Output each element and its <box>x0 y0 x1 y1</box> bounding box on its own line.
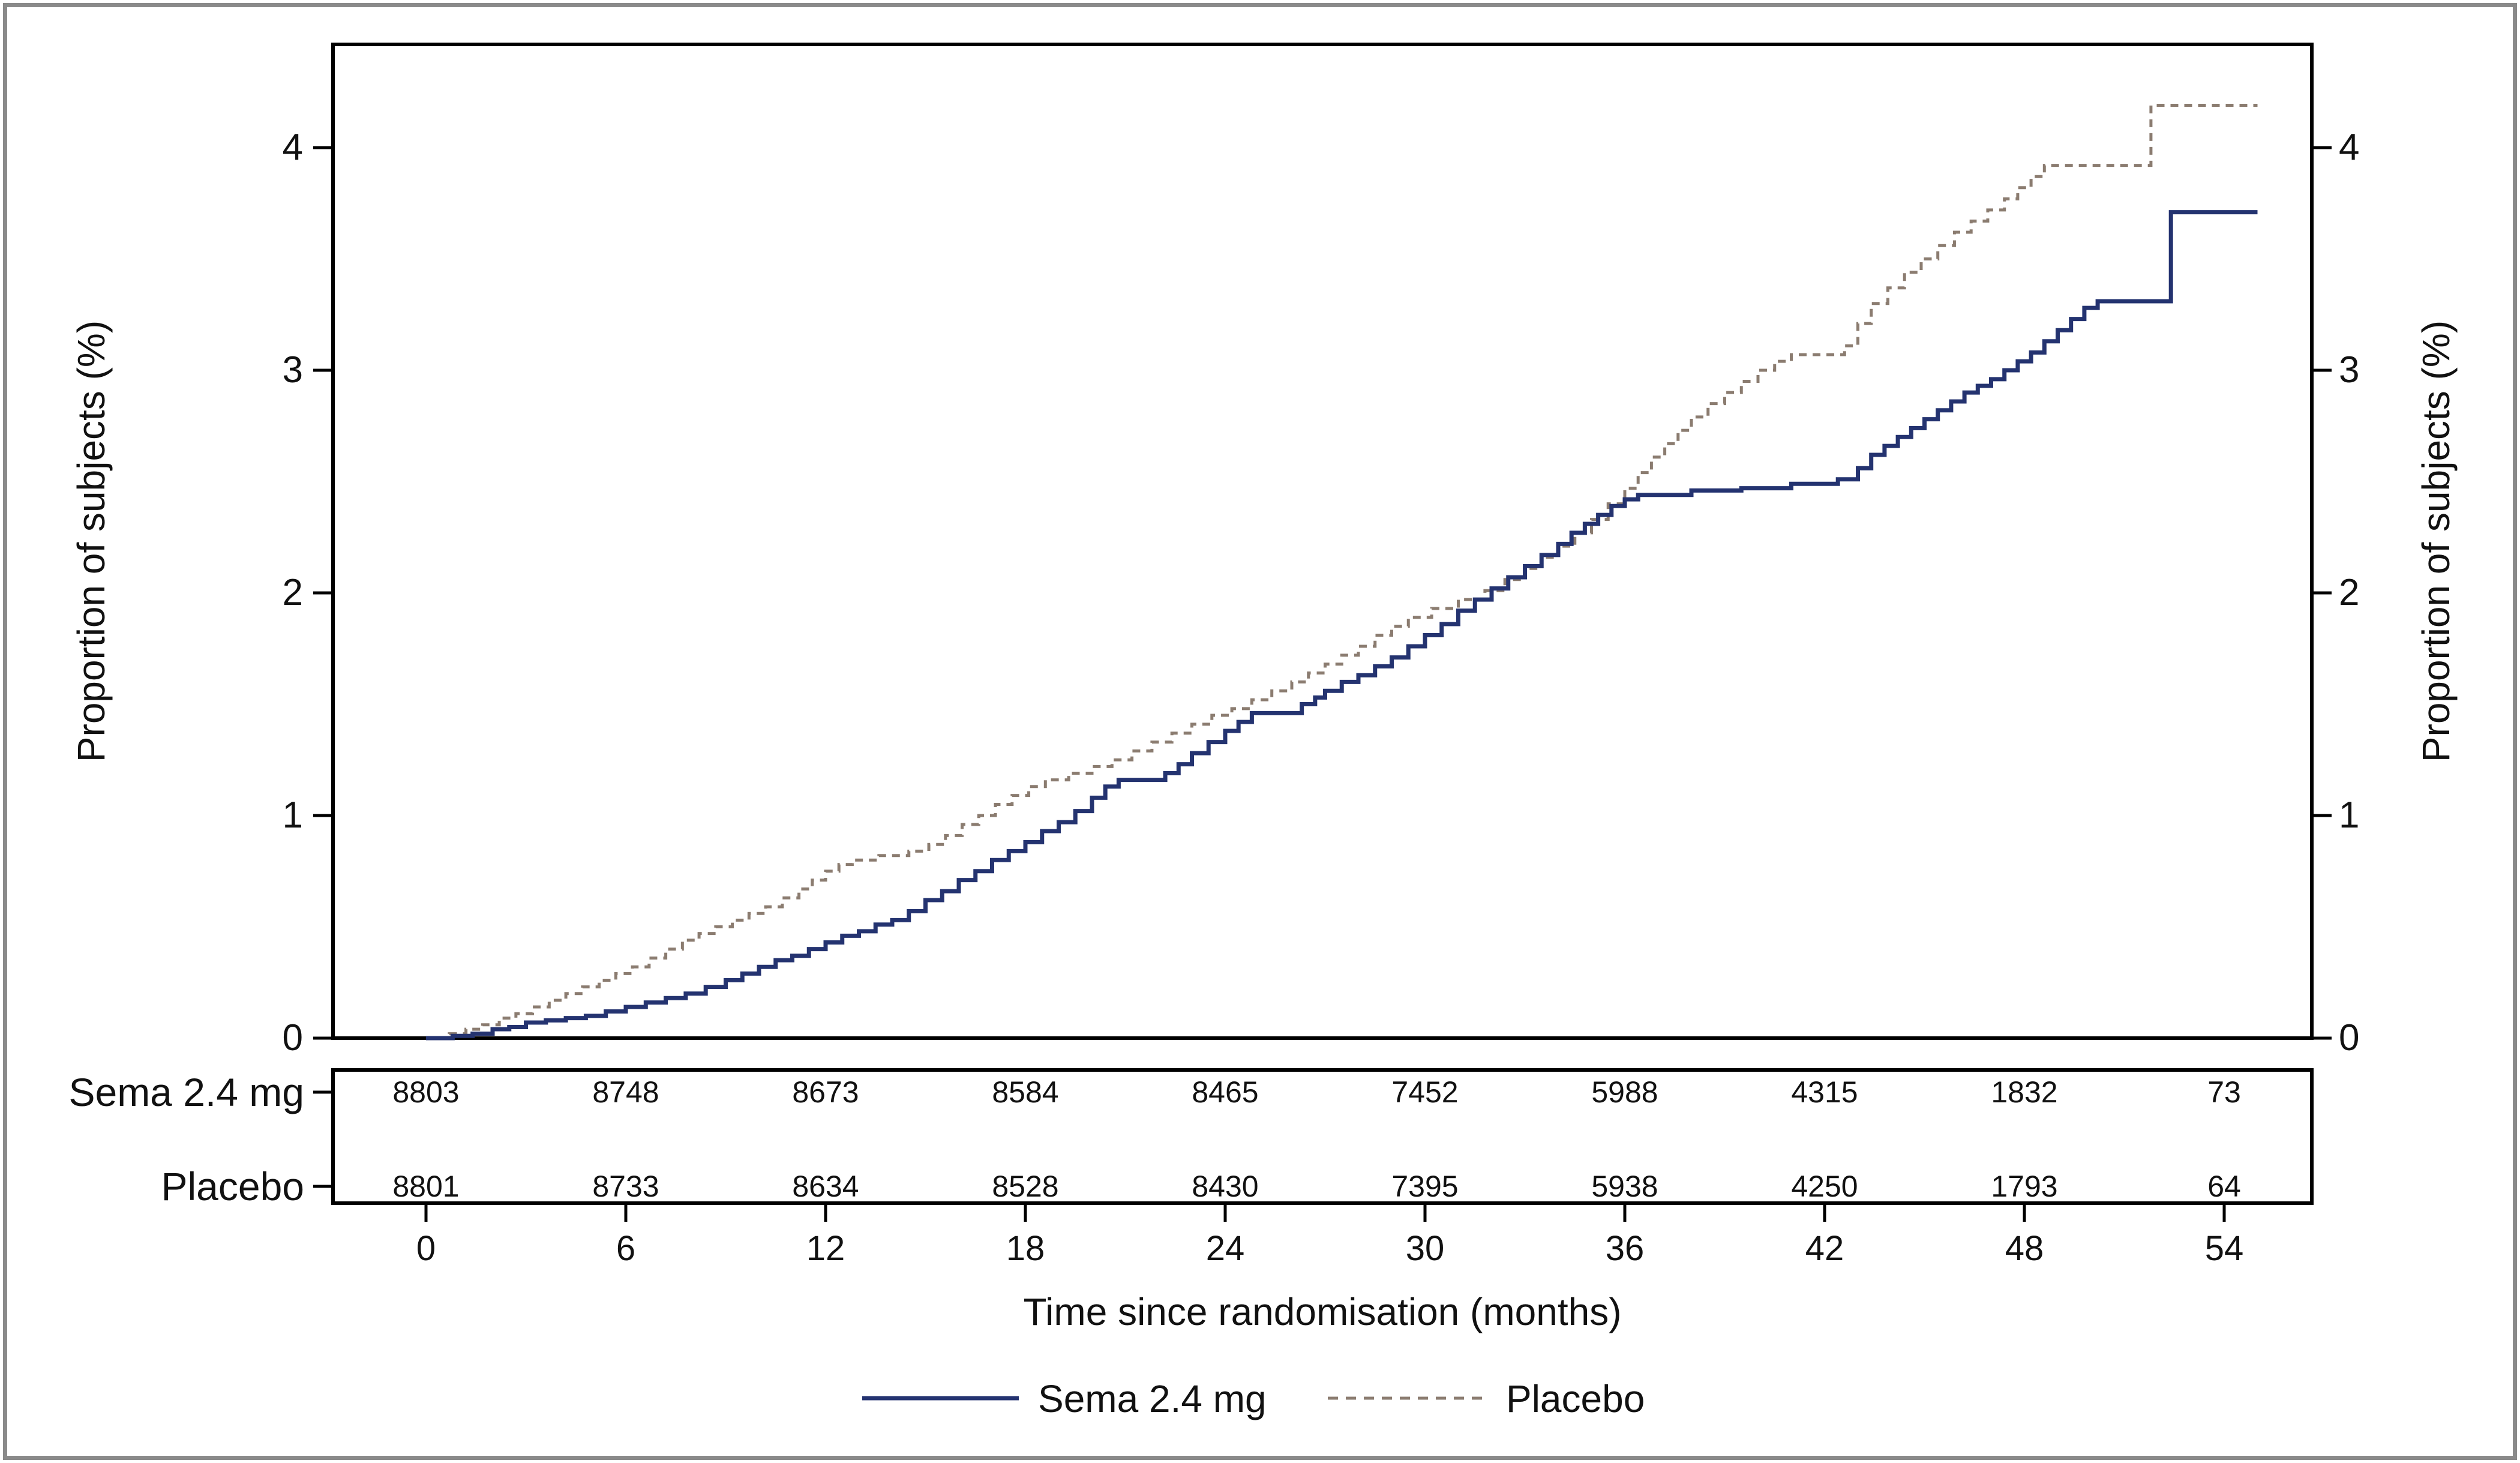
y-tick-label-right: 3 <box>2339 349 2360 391</box>
y-tick-label-left: 0 <box>282 1017 303 1059</box>
plot-frame <box>331 43 2314 1040</box>
curve-placebo <box>426 104 2258 1040</box>
x-tick-label: 48 <box>2005 1229 2044 1268</box>
risk-count: 64 <box>2207 1170 2241 1203</box>
risk-table-frame <box>331 1068 2314 1205</box>
y-tick-label-left: 2 <box>282 572 303 613</box>
curve-sema-2-4-mg <box>426 210 2258 1041</box>
risk-count: 8634 <box>792 1170 859 1203</box>
risk-count: 1793 <box>1991 1170 2058 1203</box>
x-tick-label: 0 <box>416 1229 436 1268</box>
risk-count: 73 <box>2207 1075 2241 1109</box>
risk-row-label-sema: Sema 2.4 mg <box>68 1070 304 1114</box>
y-tick-label-right: 2 <box>2339 572 2360 613</box>
x-axis-title: Time since randomisation (months) <box>1023 1290 1622 1333</box>
risk-count: 8673 <box>792 1075 859 1109</box>
y-tick-label-left: 1 <box>282 795 303 836</box>
x-tick-label: 6 <box>616 1229 636 1268</box>
risk-count: 4250 <box>1791 1170 1858 1203</box>
x-tick-label: 18 <box>1006 1229 1045 1268</box>
risk-count: 5988 <box>1591 1075 1658 1109</box>
risk-count: 4315 <box>1791 1075 1858 1109</box>
legend-label-placebo: Placebo <box>1506 1377 1645 1420</box>
risk-count: 5938 <box>1591 1170 1658 1203</box>
x-tick-label: 36 <box>1605 1229 1645 1268</box>
x-tick-label: 54 <box>2204 1229 2244 1268</box>
y-tick-label-right: 1 <box>2339 795 2360 836</box>
legend-label-sema: Sema 2.4 mg <box>1038 1377 1267 1420</box>
y-axis-title-left: Proportion of subjects (%) <box>70 320 113 763</box>
x-tick-label: 24 <box>1205 1229 1245 1268</box>
x-tick-label: 42 <box>1805 1229 1844 1268</box>
y-tick-label-right: 4 <box>2339 127 2360 168</box>
risk-count: 8733 <box>592 1170 659 1203</box>
risk-count: 7452 <box>1391 1075 1459 1109</box>
risk-count: 8801 <box>392 1170 460 1203</box>
risk-count: 8465 <box>1192 1075 1259 1109</box>
risk-count: 8748 <box>592 1075 659 1109</box>
risk-count: 8584 <box>992 1075 1059 1109</box>
y-tick-label-left: 4 <box>282 127 303 168</box>
y-tick-label-right: 0 <box>2339 1017 2360 1059</box>
x-tick-label: 30 <box>1405 1229 1445 1268</box>
y-tick-label-left: 3 <box>282 349 303 391</box>
risk-count: 7395 <box>1391 1170 1459 1203</box>
risk-count: 8528 <box>992 1170 1059 1203</box>
risk-row-label-placebo: Placebo <box>161 1164 304 1209</box>
x-tick-label: 12 <box>806 1229 845 1268</box>
risk-count: 8803 <box>392 1075 460 1109</box>
risk-count: 1832 <box>1991 1075 2058 1109</box>
risk-count: 8430 <box>1192 1170 1259 1203</box>
